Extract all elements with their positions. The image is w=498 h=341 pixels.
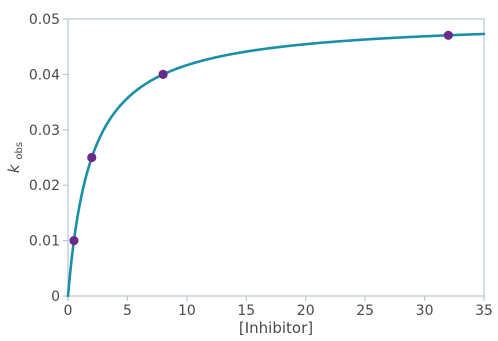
data-point <box>443 30 453 40</box>
curve-layer <box>66 32 486 298</box>
y-axis-label: k obs <box>5 142 25 173</box>
y-tick-labels: 0 0.01 0.02 0.03 0.04 0.05 <box>29 12 60 305</box>
x-axis-label: [Inhibitor] <box>239 319 313 337</box>
points-layer <box>69 30 453 246</box>
y-tick-label: 0 <box>51 289 60 305</box>
fit-curve <box>66 32 486 298</box>
plot-frame <box>67 18 485 297</box>
y-tick-label: 0.02 <box>29 178 60 194</box>
x-tick-label: 10 <box>178 303 196 319</box>
y-tick-label: 0.05 <box>29 12 60 28</box>
data-point <box>69 236 79 246</box>
x-tick-label: 35 <box>475 303 493 319</box>
y-axis-label-main: k <box>5 163 23 173</box>
data-point <box>87 152 97 163</box>
x-tick-label: 20 <box>297 303 315 319</box>
x-tick-label: 25 <box>356 303 374 319</box>
x-tick-label: 30 <box>416 303 434 319</box>
y-tick-label: 0.03 <box>29 123 60 139</box>
x-tick-labels: 0 5 10 15 20 25 30 35 <box>64 303 493 319</box>
y-tick-label: 0.04 <box>29 67 60 83</box>
x-tick-label: 15 <box>237 303 255 319</box>
y-axis-label-sub: obs <box>14 142 25 160</box>
x-tick-label: 5 <box>123 303 132 319</box>
y-tick-label: 0.01 <box>29 234 60 250</box>
data-point <box>158 69 168 79</box>
plot-border <box>67 18 485 297</box>
x-tick-label: 0 <box>64 303 73 319</box>
axis-ticks <box>63 18 485 301</box>
